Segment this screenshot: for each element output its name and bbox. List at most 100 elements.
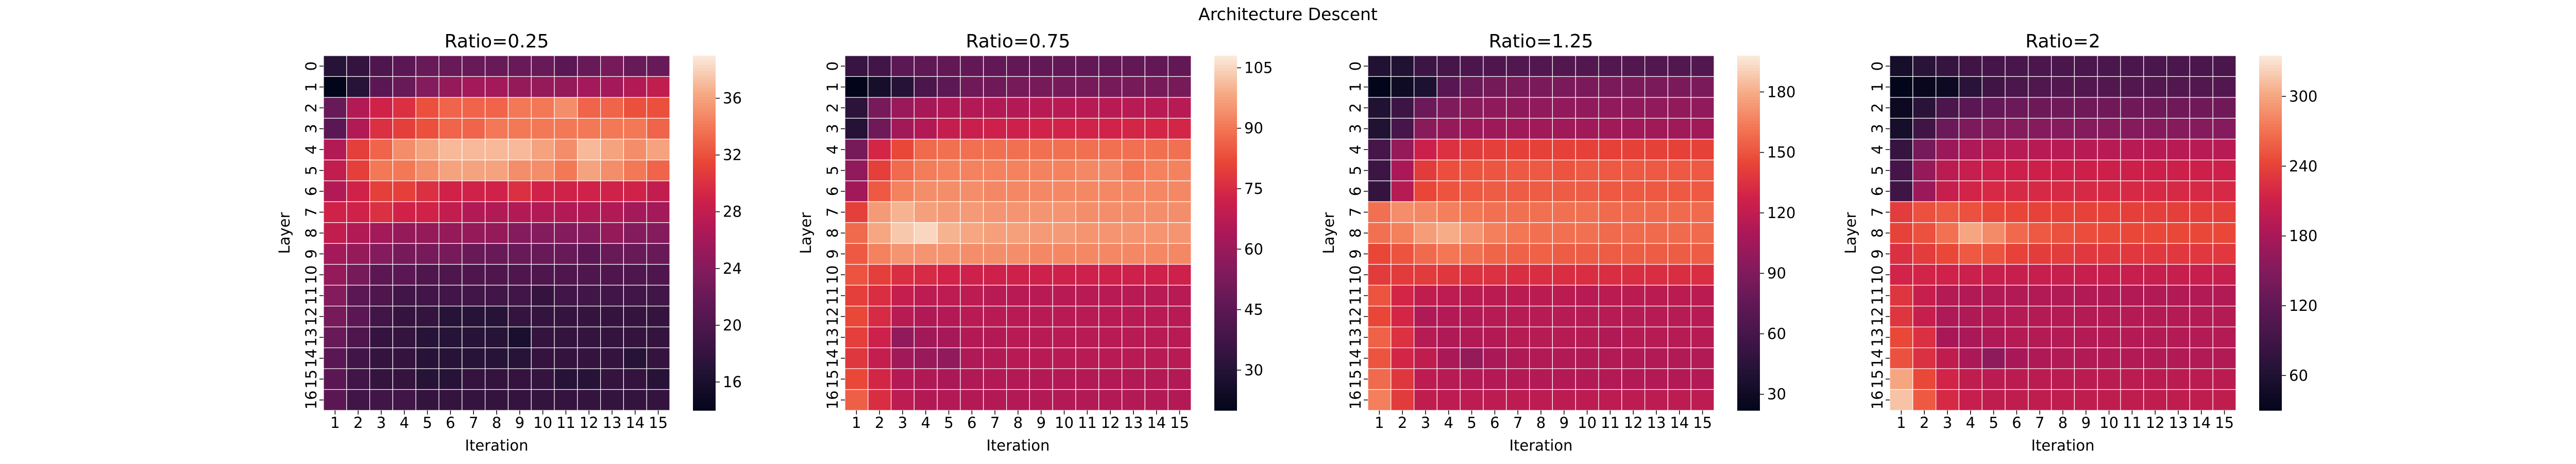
colorbar-segment: [1737, 203, 1760, 207]
colorbar-segment: [1737, 67, 1760, 71]
colorbar-segment: [693, 221, 716, 225]
colorbar-segment: [693, 206, 716, 210]
heatmap-cell: [2028, 368, 2052, 390]
heatmap-cell: [646, 243, 670, 265]
heatmap-cell: [2143, 97, 2167, 119]
heatmap-cell: [2005, 222, 2029, 244]
heatmap-cell: [1122, 285, 1146, 307]
colorbar-segment: [2259, 144, 2282, 148]
colorbar-segment: [2259, 73, 2282, 77]
colorbar-segment: [693, 70, 716, 74]
heatmap-cell: [937, 55, 961, 77]
heatmap-cell: [868, 243, 892, 265]
heatmap-cell: [844, 118, 869, 140]
x-tick-label: 8: [2058, 414, 2067, 432]
heatmap-cell: [600, 97, 624, 119]
colorbar-segment: [693, 179, 716, 184]
colorbar-segment: [2259, 301, 2282, 305]
heatmap-cell: [438, 389, 463, 411]
colorbar-tick-label: 24: [723, 260, 742, 277]
colorbar-segment: [2259, 274, 2282, 278]
heatmap-cell: [323, 264, 347, 286]
heatmap-cell: [577, 326, 601, 349]
y-tick-label: 1: [1869, 82, 1886, 91]
heatmap-cell: [983, 326, 1007, 349]
y-tick-label: 0: [1347, 61, 1364, 71]
colorbar-segment: [2259, 174, 2282, 177]
colorbar-segment: [693, 336, 716, 340]
y-axis-label: Layer: [1320, 212, 1337, 254]
heatmap-cell: [1958, 76, 1982, 98]
heatmap-cell: [890, 76, 914, 98]
colorbar-segment: [1737, 330, 1760, 334]
colorbar-segment: [693, 360, 716, 363]
heatmap-cell: [323, 243, 347, 265]
heatmap-cell: [1122, 118, 1146, 140]
colorbar-segment: [2259, 179, 2282, 184]
heatmap-cell: [1506, 201, 1530, 223]
heatmap-cell: [1667, 76, 1691, 98]
colorbar-segment: [1737, 372, 1760, 375]
heatmap-cell: [2212, 222, 2236, 244]
heatmap-cell: [554, 201, 578, 223]
heatmap-cell: [1167, 264, 1192, 286]
colorbar-segment: [1737, 242, 1760, 245]
heatmap-cell: [1598, 347, 1622, 369]
colorbar-tick-label: 30: [1767, 386, 1786, 403]
colorbar-segment: [1737, 266, 1760, 269]
colorbar-segment: [2259, 82, 2282, 86]
colorbar-segment: [693, 91, 716, 95]
colorbar-segment: [1737, 363, 1760, 367]
heatmap-cell: [1414, 264, 1438, 286]
heatmap-cell: [415, 201, 439, 223]
colorbar-segment: [1214, 174, 1237, 177]
x-tick-label: 1: [330, 414, 340, 432]
heatmap-cell: [2005, 201, 2029, 223]
colorbar-segment: [1737, 114, 1760, 118]
heatmap-cell: [1052, 180, 1076, 202]
heatmap-cell: [484, 159, 509, 181]
colorbar-segment: [693, 138, 716, 142]
heatmap-cell: [2097, 201, 2121, 223]
y-tick-label: 9: [1347, 249, 1364, 258]
heatmap-cell: [890, 118, 914, 140]
heatmap-cell: [392, 222, 416, 244]
colorbar-segment: [1214, 100, 1237, 104]
heatmap-cell: [438, 201, 463, 223]
heatmap-cell: [1052, 326, 1076, 349]
heatmap-cell: [369, 222, 393, 244]
colorbar-segment: [1214, 85, 1237, 89]
heatmap-cell: [868, 118, 892, 140]
heatmap-cell: [2097, 285, 2121, 307]
heatmap-cell: [1529, 159, 1553, 181]
y-tick-label: 15: [302, 370, 320, 389]
heatmap-cell: [1006, 159, 1030, 181]
colorbar-segment: [1737, 218, 1760, 222]
colorbar-segment: [1737, 91, 1760, 95]
heatmap-cell: [1621, 139, 1646, 160]
heatmap-cell: [2212, 389, 2236, 411]
heatmap-cell: [2028, 76, 2052, 98]
heatmap-cell: [2143, 264, 2167, 286]
heatmap-cell: [1690, 55, 1715, 77]
heatmap-cell: [2051, 306, 2075, 327]
heatmap-cell: [1436, 306, 1461, 327]
y-tick-label: 6: [1347, 187, 1364, 196]
heatmap-cell: [646, 139, 670, 160]
heatmap-cell: [438, 306, 463, 327]
colorbar-segment: [1737, 70, 1760, 74]
x-tick-label: 5: [1989, 414, 1998, 432]
heatmap-cell: [868, 76, 892, 98]
colorbar-segment: [693, 230, 716, 234]
colorbar-segment: [2259, 333, 2282, 337]
heatmap-cell: [1552, 389, 1576, 411]
heatmap-cell: [2166, 118, 2191, 140]
heatmap-cell: [2143, 159, 2167, 181]
heatmap-cell: [2189, 285, 2213, 307]
colorbar-segment: [2259, 206, 2282, 210]
heatmap-cell: [1075, 368, 1099, 390]
heatmap-cell: [507, 76, 532, 98]
heatmap-cell: [1122, 222, 1146, 244]
colorbar-segment: [693, 177, 716, 180]
heatmap-cell: [1552, 139, 1576, 160]
